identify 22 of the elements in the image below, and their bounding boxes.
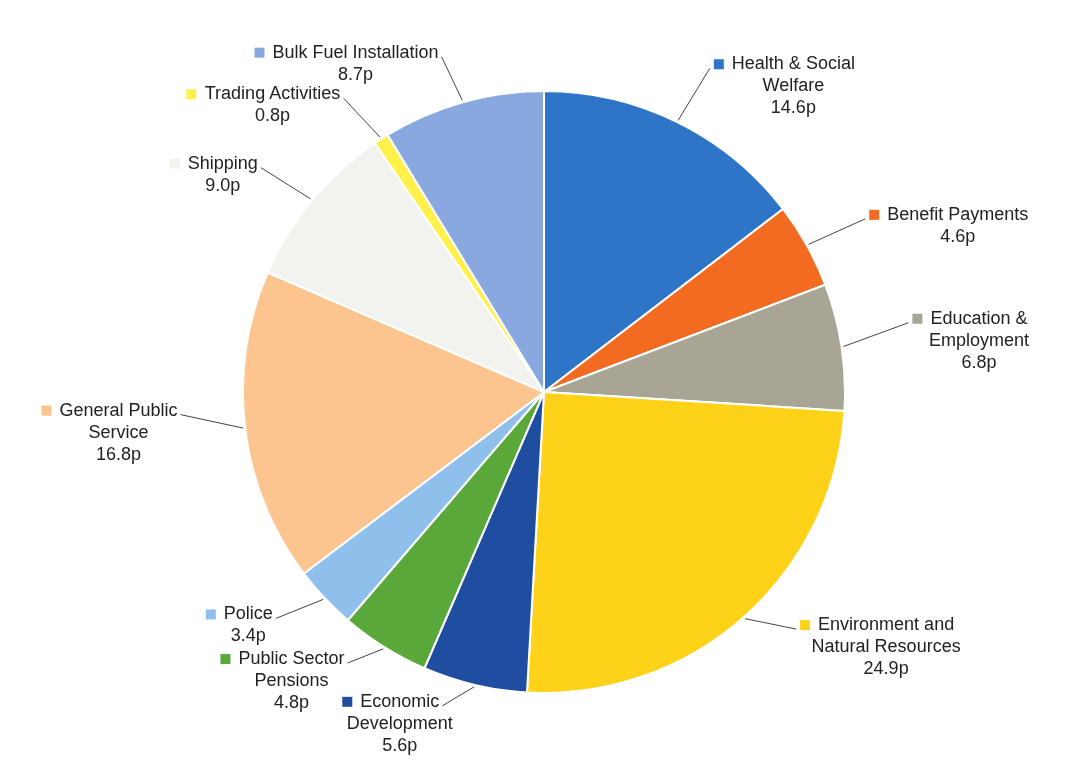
data-label: 24.9p [863,658,909,679]
legend-label: Benefit Payments [887,203,1029,224]
data-label: 4.8p [273,692,309,713]
legend-label: Health & Social Welfare [731,53,855,96]
legend-label: Bulk Fuel Installation [272,41,439,62]
legend-label: Trading Activities [204,83,341,104]
legend-label: General Public Service [59,399,178,442]
legend-label: Shipping [187,152,258,173]
data-label: 4.6p [940,225,976,246]
legend-label: Education & Employment [928,307,1029,350]
data-label: 5.6p [382,734,418,755]
legend-label: Police [223,603,273,624]
data-label: 3.4p [230,625,266,646]
legend-label: Public Sector Pensions [238,648,345,691]
legend-label: Environment and Natural Resources [811,614,961,657]
data-label: 16.8p [96,443,142,464]
data-label: 6.8p [961,351,997,372]
data-label: 14.6p [770,97,816,118]
data-label: 0.8p [254,105,290,126]
data-label: 8.7p [337,63,374,84]
data-label: 9.0p [205,174,241,195]
legend-label: Economic Development [346,690,453,733]
